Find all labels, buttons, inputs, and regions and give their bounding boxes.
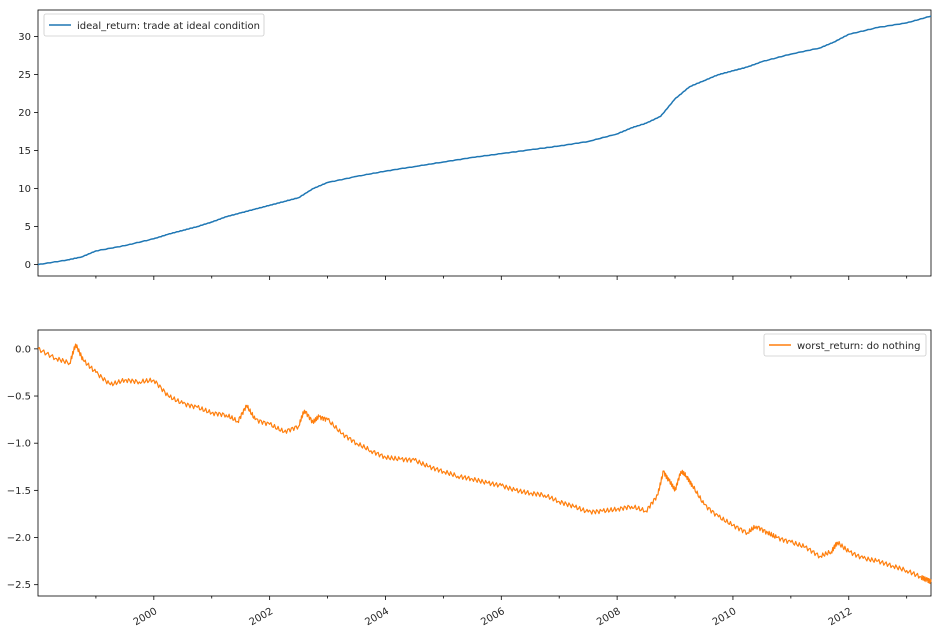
bottom-y-tick-label: −2.0: [7, 533, 31, 544]
bottom-y-tick-label: −1.5: [7, 486, 31, 497]
x-tick-label: 2004: [363, 606, 391, 628]
top-legend-box: [43, 13, 265, 37]
top-y-tick-label: 10: [18, 184, 31, 195]
x-tick-label: 2002: [248, 606, 276, 628]
x-tick-label: 2000: [132, 606, 160, 628]
bottom-legend-label: worst_return: do nothing: [797, 341, 921, 352]
top-y-tick-label: 0: [25, 260, 31, 271]
bottom-legend-box: [763, 333, 927, 357]
bottom-y-tick-label: −1.0: [7, 439, 31, 450]
x-tick-label: 2010: [711, 606, 739, 628]
bottom-plot-frame: [37, 329, 932, 597]
bottom-legend: worst_return: do nothing: [763, 333, 927, 357]
x-tick-label: 2008: [595, 606, 623, 628]
top-y-axis: 0 5 10 15 20 25 30: [18, 32, 38, 271]
ideal-return-line: [37, 15, 932, 266]
top-x-axis: [95, 276, 908, 280]
top-y-tick-label: 5: [25, 222, 31, 233]
top-y-tick-label: 30: [18, 32, 31, 43]
bottom-x-axis: 2000 2002 2004 2006 2008 2010 2012: [95, 596, 908, 628]
top-plot-frame: [37, 9, 932, 277]
top-subplot: 0 5 10 15 20 25 30 ideal_return: trade at idea…: [18, 9, 932, 280]
top-y-tick-label: 20: [18, 108, 31, 119]
top-y-tick-label: 25: [18, 70, 31, 81]
top-legend-label: ideal_return: trade at ideal condition: [77, 21, 260, 32]
bottom-y-axis: 0.0 −0.5 −1.0 −1.5 −2.0 −2.5: [7, 344, 38, 591]
bottom-y-tick-label: −2.5: [7, 580, 31, 591]
x-tick-label: 2012: [827, 606, 855, 628]
bottom-y-tick-label: 0.0: [15, 344, 31, 355]
worst-return-line: [37, 343, 932, 585]
top-y-tick-label: 15: [18, 146, 31, 157]
top-legend: ideal_return: trade at ideal condition: [43, 13, 265, 37]
bottom-subplot: 0.0 −0.5 −1.0 −1.5 −2.0 −2.5 2000 2002 2004 2006…: [7, 329, 932, 628]
x-tick-label: 2006: [479, 606, 507, 628]
bottom-y-tick-label: −0.5: [7, 392, 31, 403]
